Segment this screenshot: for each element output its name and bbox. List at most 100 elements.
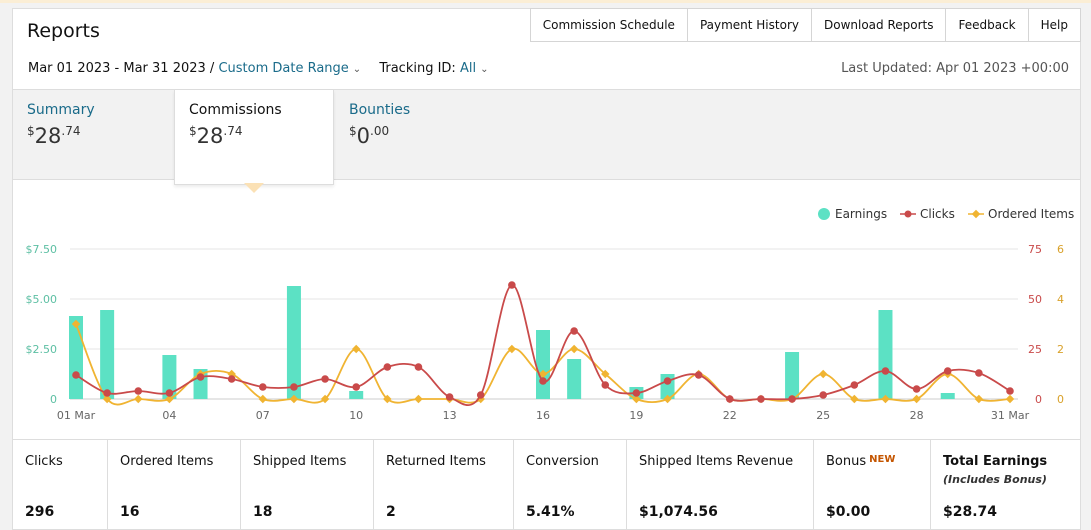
- payment-history-button[interactable]: Payment History: [687, 8, 812, 42]
- ordered-items-point[interactable]: [507, 344, 517, 354]
- clicks-point[interactable]: [975, 369, 983, 377]
- ordered-items-point[interactable]: [601, 369, 610, 379]
- help-button[interactable]: Help: [1028, 8, 1081, 42]
- ordered-items-point[interactable]: [134, 394, 143, 404]
- stat-total-earnings-label: Total Earnings: [943, 454, 1048, 469]
- clicks-point[interactable]: [539, 377, 547, 385]
- earnings-bar[interactable]: [100, 310, 115, 399]
- earnings-bar[interactable]: [567, 359, 582, 399]
- clicks-point[interactable]: [694, 371, 703, 379]
- clicks-point[interactable]: [414, 363, 423, 371]
- ordered-items-point[interactable]: [414, 394, 423, 404]
- ordered-items-point[interactable]: [102, 394, 112, 404]
- earnings-bar[interactable]: [286, 286, 301, 399]
- stat-ordered-items-value: 16: [120, 504, 140, 520]
- clicks-point[interactable]: [352, 383, 361, 391]
- tab-commissions-label: Commissions: [189, 102, 282, 118]
- clicks-point[interactable]: [601, 381, 610, 389]
- tracking-id-value: All: [459, 61, 477, 76]
- clicks-point[interactable]: [227, 375, 236, 383]
- clicks-point[interactable]: [165, 389, 174, 397]
- clicks-point[interactable]: [726, 395, 734, 403]
- y-axis-earnings-tick: $2.50: [26, 343, 58, 356]
- stat-conversion-label: Conversion: [526, 454, 599, 469]
- clicks-point[interactable]: [321, 375, 329, 383]
- ordered-items-point[interactable]: [850, 394, 859, 404]
- clicks-point[interactable]: [912, 385, 921, 393]
- stat-clicks: Clicks 296: [13, 440, 108, 530]
- ordered-items-point[interactable]: [320, 394, 330, 404]
- clicks-point[interactable]: [632, 389, 641, 397]
- ordered-items-point[interactable]: [71, 319, 81, 329]
- clicks-point[interactable]: [819, 391, 827, 399]
- commission-schedule-button[interactable]: Commission Schedule: [529, 8, 688, 42]
- clicks-point[interactable]: [445, 393, 454, 401]
- ordered-items-point[interactable]: [538, 369, 548, 379]
- clicks-point[interactable]: [72, 371, 80, 379]
- clicks-point[interactable]: [290, 383, 298, 391]
- clicks-point[interactable]: [259, 383, 267, 391]
- download-reports-button[interactable]: Download Reports: [811, 8, 947, 42]
- ordered-items-point[interactable]: [663, 394, 672, 404]
- feedback-button[interactable]: Feedback: [946, 8, 1029, 42]
- custom-date-range-dropdown[interactable]: Custom Date Range ⌄: [218, 61, 361, 76]
- ordered-items-point[interactable]: [569, 344, 579, 354]
- clicks-point[interactable]: [757, 395, 765, 403]
- stats-row: Clicks 296 Ordered Items 16 Shipped Item…: [13, 439, 1080, 530]
- earnings-bar[interactable]: [940, 393, 955, 399]
- stat-bonus-label: Bonus NEW: [826, 454, 896, 469]
- y-axis-ordered-tick: 0: [1057, 393, 1064, 406]
- earnings-bar[interactable]: [349, 391, 364, 399]
- clicks-point[interactable]: [383, 363, 392, 371]
- ordered-items-point[interactable]: [1005, 394, 1015, 404]
- chart-legend: Earnings Clicks Ordered Items: [818, 207, 1074, 221]
- stat-ordered-items-label: Ordered Items: [120, 454, 214, 469]
- clicks-point[interactable]: [881, 367, 890, 375]
- chevron-down-icon: ⌄: [352, 64, 362, 75]
- stat-conversion-value: 5.41%: [526, 504, 575, 520]
- clicks-point[interactable]: [943, 367, 952, 375]
- earnings-bar[interactable]: [878, 310, 893, 399]
- tab-bounties[interactable]: Bounties $0.00: [335, 90, 495, 181]
- tab-summary[interactable]: Summary $28.74: [13, 90, 173, 181]
- clicks-point[interactable]: [1006, 387, 1014, 395]
- earnings-bar[interactable]: [69, 316, 83, 399]
- clicks-point[interactable]: [663, 377, 672, 385]
- ordered-items-point[interactable]: [383, 394, 392, 404]
- y-axis-ordered-tick: 2: [1057, 343, 1064, 356]
- clicks-point[interactable]: [476, 391, 485, 399]
- ordered-items-point[interactable]: [632, 394, 641, 404]
- legend-clicks-label: Clicks: [920, 207, 955, 221]
- ordered-items-point[interactable]: [351, 344, 361, 354]
- ordered-items-point[interactable]: [289, 394, 299, 404]
- clicks-point[interactable]: [134, 387, 143, 395]
- clicks-point[interactable]: [508, 281, 516, 289]
- date-range-text: Mar 01 2023 - Mar 31 2023 /: [28, 61, 215, 76]
- x-axis-tick: 31 Mar: [991, 409, 1030, 422]
- filter-row: Mar 01 2023 - Mar 31 2023 / Custom Date …: [28, 61, 488, 76]
- clicks-point[interactable]: [196, 373, 205, 381]
- clicks-point[interactable]: [103, 389, 111, 397]
- ordered-items-point[interactable]: [881, 394, 890, 404]
- x-axis-tick: 28: [910, 409, 924, 422]
- earnings-bar[interactable]: [536, 330, 550, 399]
- x-axis-tick: 22: [723, 409, 737, 422]
- tab-commissions[interactable]: Commissions $28.74: [174, 90, 334, 185]
- clicks-point[interactable]: [788, 395, 796, 403]
- ordered-items-point[interactable]: [974, 394, 984, 404]
- tab-bounties-amount: $0.00: [349, 124, 390, 148]
- legend-ordered-icon: [971, 209, 981, 219]
- ordered-items-point[interactable]: [912, 394, 921, 404]
- ordered-items-point[interactable]: [165, 394, 174, 404]
- tracking-id-dropdown[interactable]: All ⌄: [460, 61, 489, 76]
- y-axis-earnings-tick: 0: [50, 393, 57, 406]
- clicks-point[interactable]: [570, 327, 578, 335]
- earnings-bar[interactable]: [162, 355, 177, 399]
- chart-svg: Earnings Clicks Ordered Items $7.50 75 6 $5…: [26, 207, 1075, 422]
- ordered-items-point[interactable]: [258, 394, 268, 404]
- stat-bonus: Bonus NEW $0.00: [814, 440, 931, 530]
- earnings-bar[interactable]: [785, 352, 800, 399]
- ordered-items-point[interactable]: [818, 369, 828, 379]
- stat-shipped-items: Shipped Items 18: [241, 440, 374, 530]
- clicks-point[interactable]: [850, 381, 859, 389]
